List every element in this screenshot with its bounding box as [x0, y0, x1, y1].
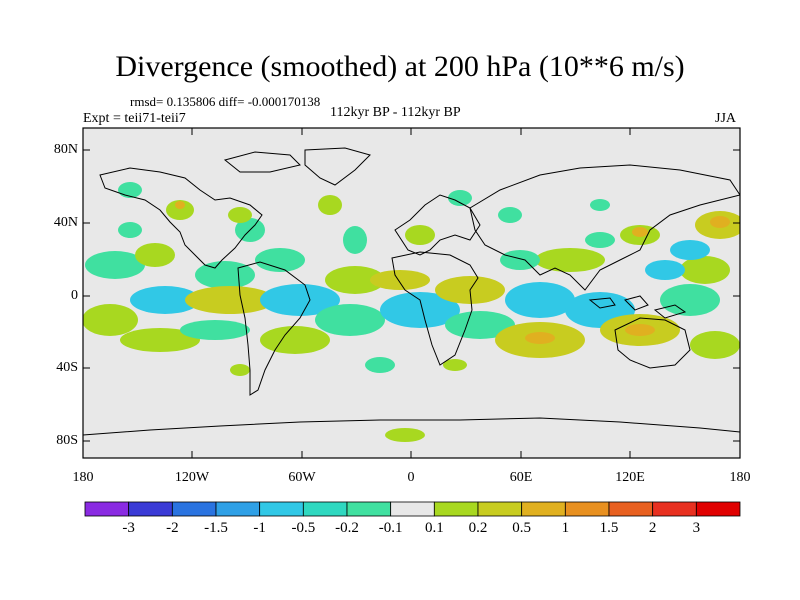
- x-tick-label: 0: [407, 470, 415, 485]
- y-tick-label: 0: [71, 288, 78, 303]
- experiment-label: Expt = teii71-teii7: [83, 111, 186, 126]
- coastlines: [83, 147, 740, 436]
- colorbar-label: 1: [561, 520, 570, 536]
- colorbar-swatch: [608, 501, 654, 517]
- colorbar-label: 0.1: [424, 520, 444, 536]
- colorbar-label: 0.2: [468, 520, 488, 536]
- x-tick-label: 180: [729, 470, 751, 485]
- colorbar-swatch: [171, 501, 217, 517]
- x-tick-label: 120W: [174, 470, 210, 485]
- colorbar-swatch: [433, 501, 479, 517]
- colorbar-swatch: [302, 501, 348, 517]
- colorbar-swatch: [215, 501, 261, 517]
- period-label: 112kyr BP - 112kyr BP: [330, 105, 461, 120]
- colorbar-swatch: [477, 501, 523, 517]
- axis-ticks: [82, 128, 741, 458]
- colorbar-swatch: [390, 501, 435, 517]
- x-tick-label: 120E: [615, 470, 645, 485]
- colorbar-swatch: [521, 501, 566, 517]
- chart-title: Divergence (smoothed) at 200 hPa (10**6 …: [115, 50, 685, 83]
- colorbar-label: -0.2: [335, 520, 359, 536]
- colorbar-label: -0.1: [378, 520, 403, 536]
- x-tick-label: 180: [72, 470, 94, 485]
- x-tick-label: 60E: [509, 470, 533, 485]
- colorbar-swatch: [652, 501, 697, 517]
- x-tick-label: 60W: [288, 470, 316, 485]
- colorbar-swatch: [128, 501, 173, 517]
- colorbar-label: 3: [692, 520, 701, 536]
- colorbar-label: 1.5: [599, 520, 619, 536]
- colorbar-swatch: [564, 501, 610, 517]
- colorbar-swatch: [84, 501, 130, 517]
- y-tick-label: 40S: [56, 360, 78, 375]
- colorbar-label: -1.5: [204, 520, 228, 536]
- y-tick-label: 80N: [53, 142, 78, 157]
- colorbar-label: -2: [166, 520, 179, 536]
- colorbar-label: -1: [253, 520, 266, 536]
- y-tick-label: 80S: [56, 433, 78, 448]
- y-tick-label: 40N: [53, 215, 78, 230]
- stats-line: rmsd= 0.135806 diff= -0.000170138: [130, 94, 321, 109]
- colorbar-swatch: [346, 501, 392, 517]
- colorbar-swatch: [259, 501, 304, 517]
- colorbar-label: -3: [122, 520, 135, 536]
- season-label: JJA: [715, 111, 737, 126]
- colorbar-swatch: [695, 501, 741, 517]
- colorbar-label: 0.5: [512, 520, 532, 536]
- colorbar-label: 2: [648, 520, 657, 536]
- colorbar-label: -0.5: [291, 520, 316, 536]
